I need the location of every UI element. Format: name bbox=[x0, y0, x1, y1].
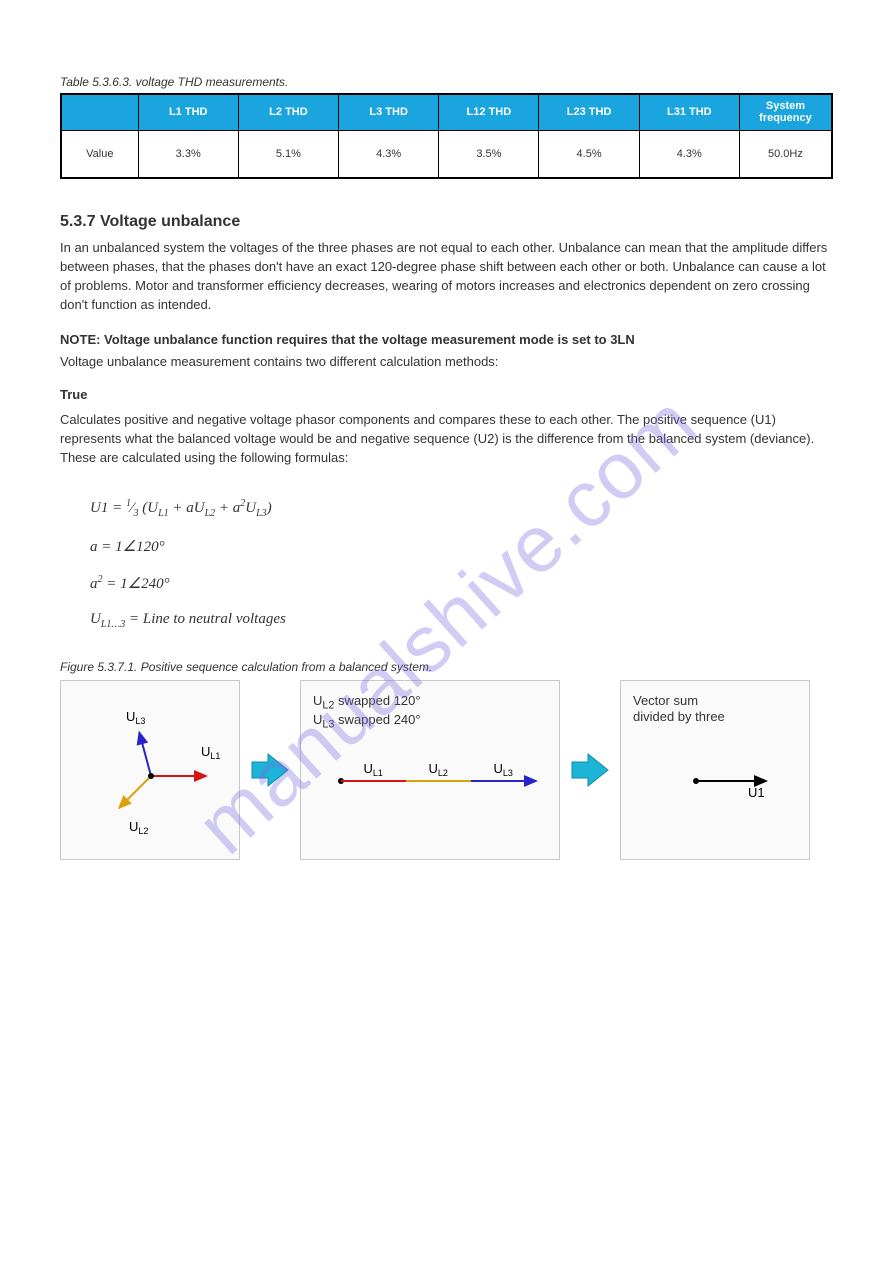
diagram-panel-1: UL3 UL1 UL2 bbox=[60, 680, 240, 860]
svg-text:UL2: UL2 bbox=[129, 819, 148, 836]
svg-text:UL3: UL3 bbox=[126, 709, 145, 726]
methods-intro: Voltage unbalance measurement contains t… bbox=[60, 353, 833, 372]
methods-body: Calculates positive and negative voltage… bbox=[60, 411, 833, 468]
equation-block: U1 = 1⁄3 (UL1 + aUL2 + a2UL3) a = 1∠120°… bbox=[90, 498, 833, 630]
equation-1: U1 = 1⁄3 (UL1 + aUL2 + a2UL3) bbox=[90, 498, 833, 519]
figure-caption: Figure 5.3.7.1. Positive sequence calcul… bbox=[60, 660, 833, 674]
table-cell: 4.3% bbox=[639, 130, 739, 178]
big-arrow-1 bbox=[250, 750, 290, 790]
section-title: 5.3.7 Voltage unbalance bbox=[60, 213, 833, 231]
diagram-panel-2: UL2 swapped 120°UL3 swapped 240° UL1 UL2 U… bbox=[300, 680, 560, 860]
svg-text:U1: U1 bbox=[748, 785, 765, 800]
table-caption: Table 5.3.6.3. voltage THD measurements. bbox=[60, 75, 833, 89]
table-header: L1 THD bbox=[138, 94, 238, 130]
table-header: L23 THD bbox=[539, 94, 639, 130]
table-cell: 3.5% bbox=[439, 130, 539, 178]
table-cell: 3.3% bbox=[138, 130, 238, 178]
big-arrow-2 bbox=[570, 750, 610, 790]
svg-text:UL1: UL1 bbox=[201, 744, 220, 761]
svg-text:UL3: UL3 bbox=[494, 761, 513, 778]
equation-3: a2 = 1∠240° bbox=[90, 574, 833, 593]
table-cell: Value bbox=[61, 130, 138, 178]
table-header: L3 THD bbox=[339, 94, 439, 130]
panel2-text: UL2 swapped 120°UL3 swapped 240° bbox=[313, 693, 421, 732]
panel3-text: Vector sumdivided by three bbox=[633, 693, 725, 727]
note-text: NOTE: Voltage unbalance function require… bbox=[60, 332, 833, 347]
svg-text:UL2: UL2 bbox=[429, 761, 448, 778]
methods-title: True bbox=[60, 386, 833, 405]
table-cell: 4.3% bbox=[339, 130, 439, 178]
table-header: L2 THD bbox=[238, 94, 338, 130]
measurement-table: L1 THDL2 THDL3 THDL12 THDL23 THDL31 THDS… bbox=[60, 93, 833, 179]
table-cell: 4.5% bbox=[539, 130, 639, 178]
equation-4: UL1…3 = Line to neutral voltages bbox=[90, 611, 833, 630]
diagram-panel-3: Vector sumdivided by three U1 bbox=[620, 680, 810, 860]
table-header: L12 THD bbox=[439, 94, 539, 130]
table-cell: 5.1% bbox=[238, 130, 338, 178]
table-header: L31 THD bbox=[639, 94, 739, 130]
diagram-row: UL3 UL1 UL2 UL2 swapped 120°UL3 swapped 24… bbox=[60, 680, 833, 860]
table-header: System frequency bbox=[739, 94, 832, 130]
table-cell: 50.0Hz bbox=[739, 130, 832, 178]
section-body: In an unbalanced system the voltages of … bbox=[60, 239, 833, 314]
equation-2: a = 1∠120° bbox=[90, 537, 833, 556]
svg-text:UL1: UL1 bbox=[364, 761, 383, 778]
